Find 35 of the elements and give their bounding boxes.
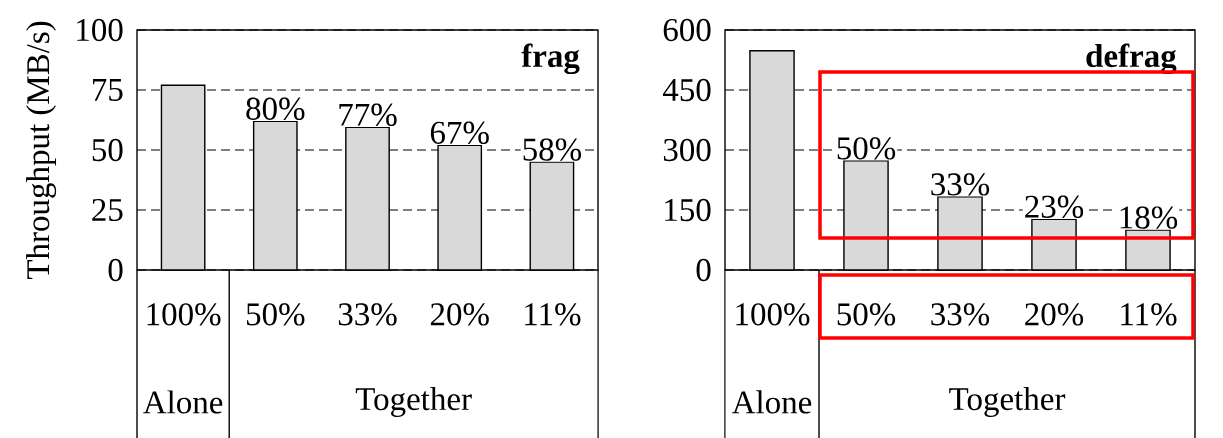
text: Alone <box>143 390 223 414</box>
x-tick-label: 20% <box>1025 303 1084 326</box>
x-tick-label: 33% <box>338 303 397 326</box>
annotation: 33% <box>931 173 990 196</box>
y-tick-label: 300 <box>663 138 711 162</box>
x-tick-label: 100% <box>147 303 221 326</box>
chart-title: frag <box>521 43 580 75</box>
y-axis-title: Throughput (MB/s) <box>26 21 57 280</box>
annotation: 80% <box>246 97 305 120</box>
x-tick-label: 11% <box>525 303 581 326</box>
y-tick-label: 0 <box>108 258 123 282</box>
annotation: 77% <box>339 103 397 126</box>
annotation: 67% <box>430 121 489 144</box>
annotation: 23% <box>1025 195 1084 218</box>
x-tick-label: 33% <box>931 303 990 326</box>
x-tick-label: 50% <box>837 303 896 326</box>
x-tick-label: 50% <box>246 303 305 326</box>
chart-title: defrag <box>1086 43 1177 75</box>
text: Alone <box>732 390 812 414</box>
y-tick-label: 25 <box>92 198 123 222</box>
x-tick-label: 11% <box>1121 303 1177 326</box>
x-tick-label: 100% <box>736 303 810 326</box>
y-tick-label: 75 <box>93 79 123 101</box>
annotation: 50% <box>837 137 896 160</box>
y-tick-label: 50 <box>92 138 123 162</box>
annotation: 58% <box>523 138 582 161</box>
y-tick-label: 150 <box>665 198 711 222</box>
y-tick-label: 600 <box>663 18 711 42</box>
y-tick-label: 0 <box>696 258 711 282</box>
y-tick-label: 100 <box>77 18 123 42</box>
annotation: 18% <box>1120 206 1178 229</box>
y-tick-label: 450 <box>662 78 711 102</box>
text: Together <box>355 386 472 417</box>
text: Together <box>949 386 1066 417</box>
x-tick-label: 20% <box>430 303 489 326</box>
